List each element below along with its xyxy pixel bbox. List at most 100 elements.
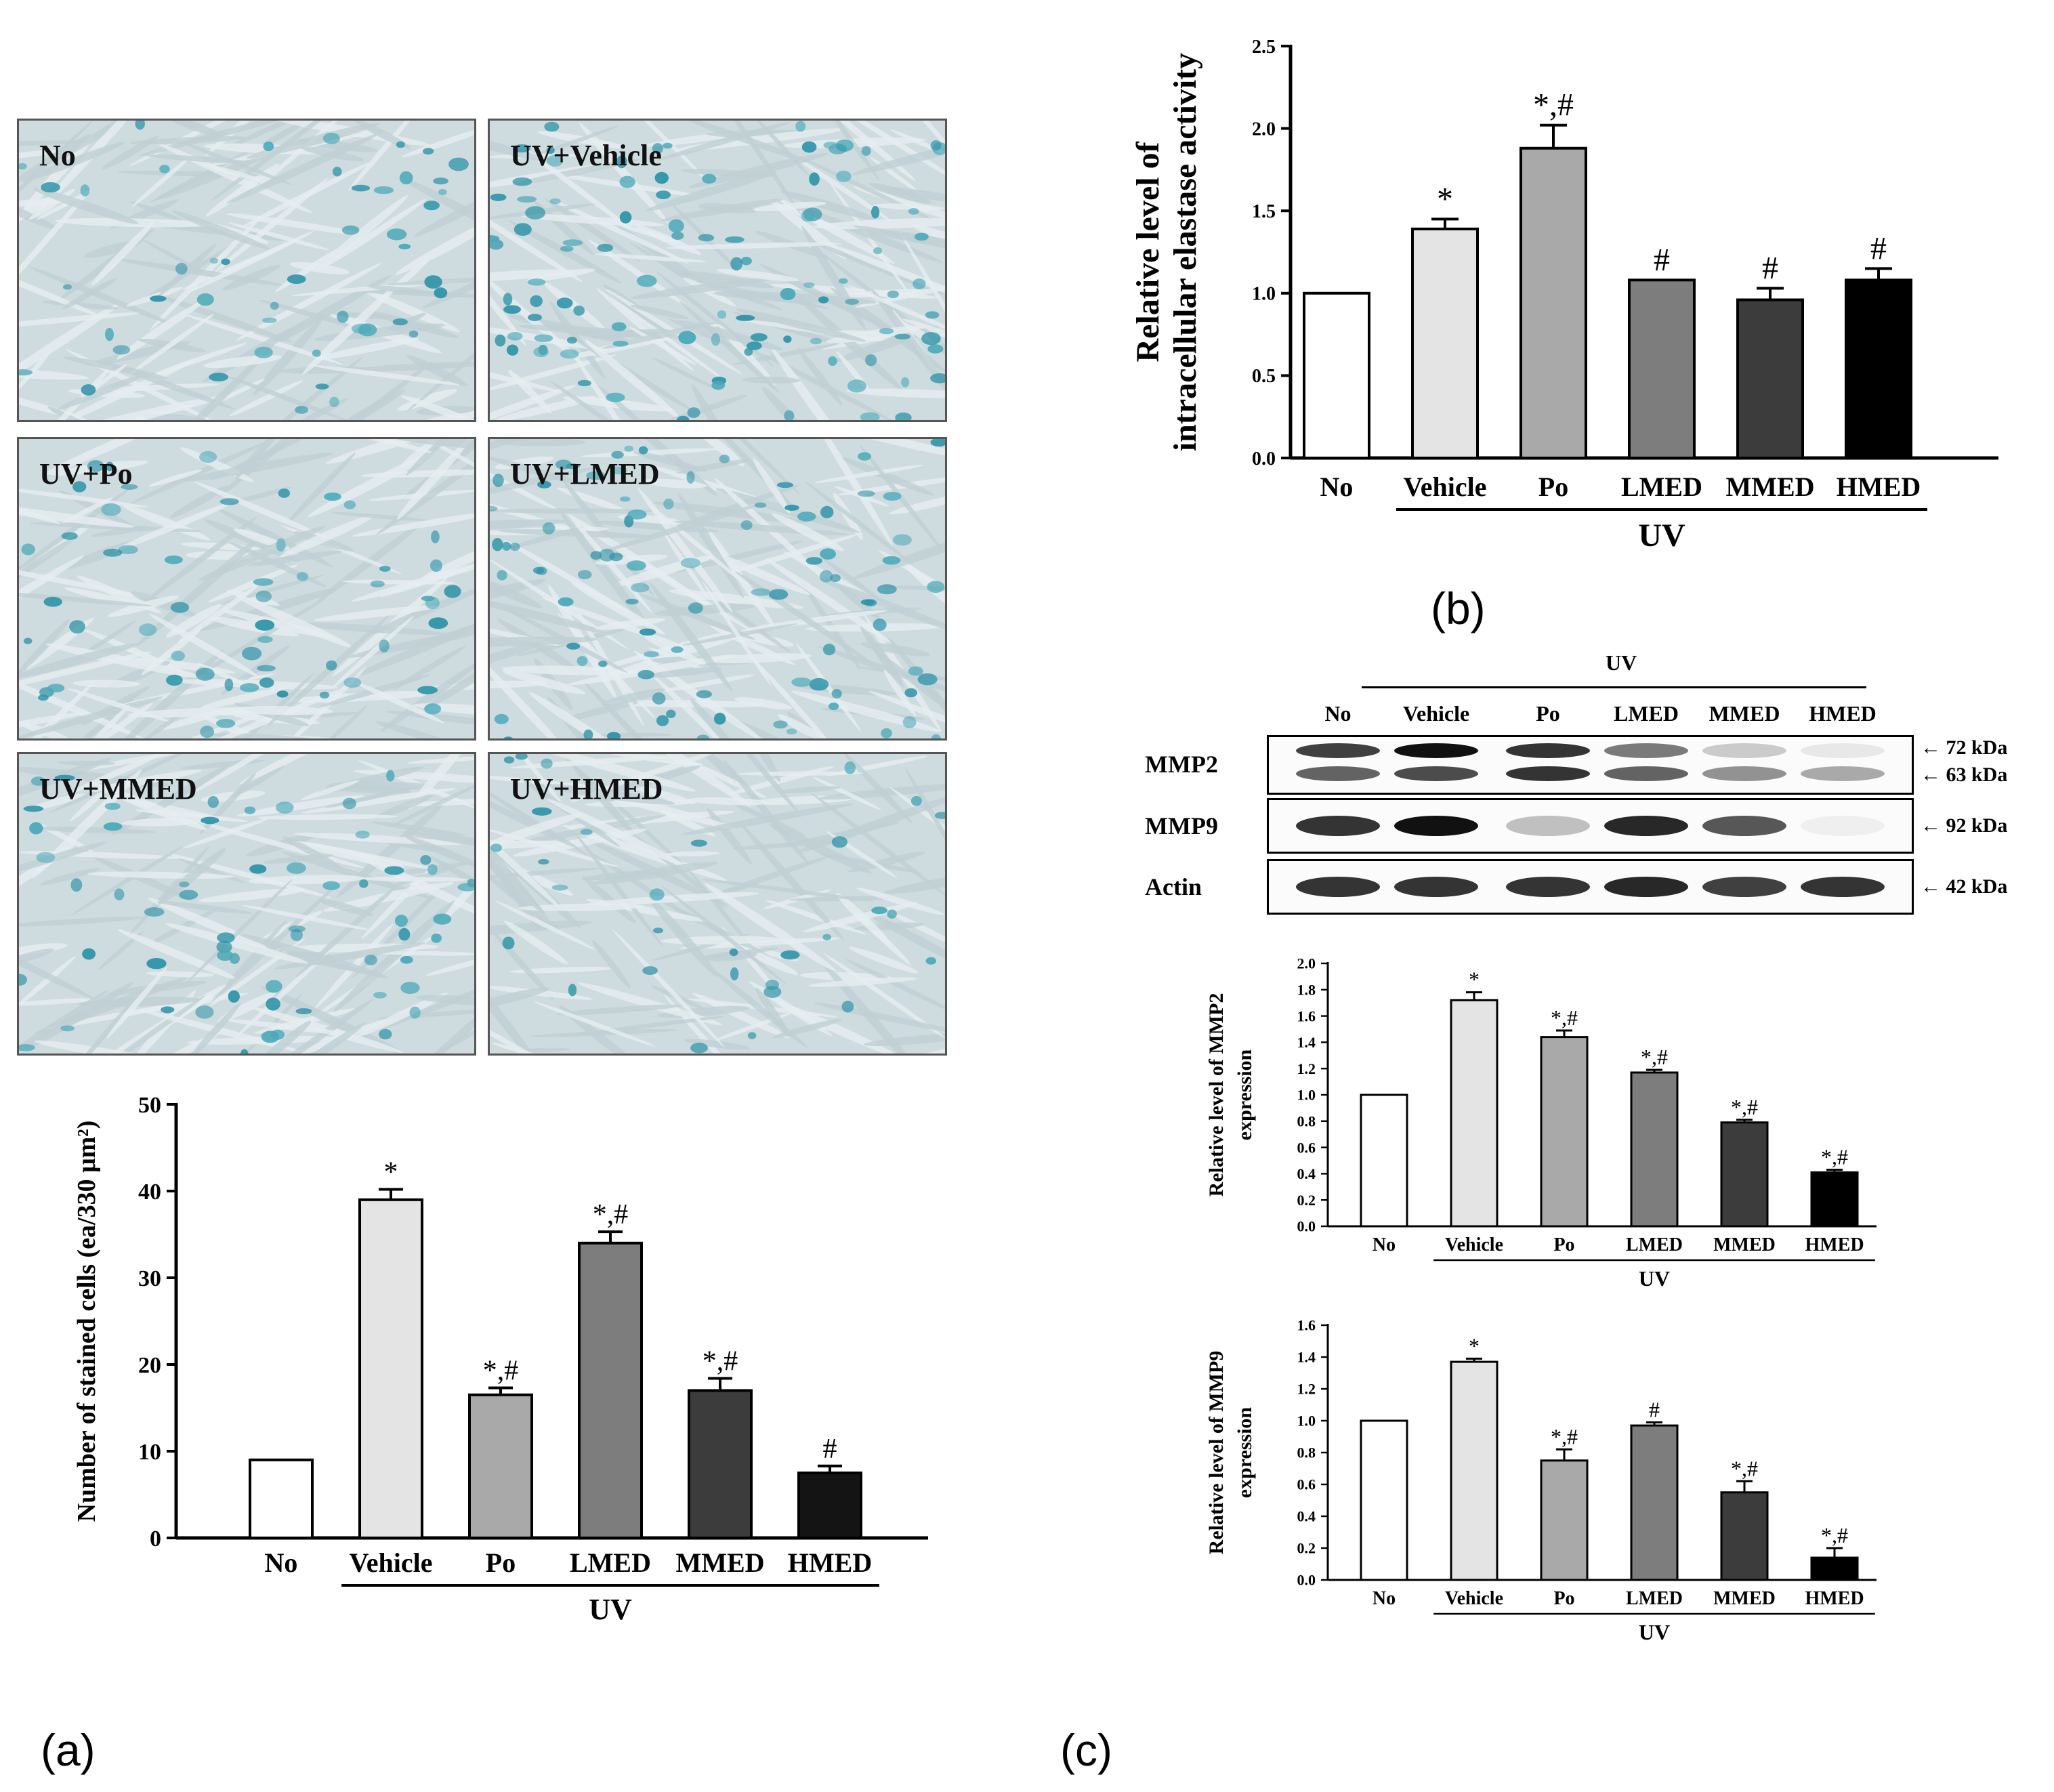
y-tick-label: 2.0	[1297, 955, 1316, 972]
panel-label-c: (c)	[1060, 1725, 1112, 1775]
blot-lane-label: No	[1324, 701, 1351, 726]
category-label: Vehicle	[350, 1547, 433, 1578]
bar	[1720, 1121, 1769, 1228]
blot-band	[1604, 816, 1688, 836]
blot-lane-label: MMED	[1709, 701, 1780, 726]
bar	[1630, 1424, 1679, 1581]
blot-band	[1394, 766, 1478, 781]
y-tick-label: 1.0	[1252, 284, 1276, 305]
bar	[1450, 1360, 1498, 1581]
chart-elastase-activity: 0.0 0.5 1.0 1.5 2.0 2.5 Relative level of intra…	[1130, 37, 1998, 554]
blot-row-label: Actin	[1145, 873, 1202, 900]
significance-label: *,#	[1731, 1456, 1758, 1480]
y-tick-label: 1.2	[1297, 1060, 1316, 1077]
category-label: Po	[1538, 472, 1568, 502]
significance-label: *,#	[1821, 1523, 1848, 1547]
category-label: Po	[1553, 1234, 1574, 1255]
y-tick-label: 30	[138, 1266, 161, 1291]
micrograph-label: UV+HMED	[510, 772, 663, 806]
category-label: LMED	[570, 1547, 651, 1578]
molecular-weight-marker: ← 42 kDa	[1921, 875, 2008, 898]
bar	[1845, 278, 1912, 459]
y-tick-label: 0	[150, 1526, 161, 1551]
bar	[1540, 1036, 1589, 1228]
blot-row	[1267, 735, 1914, 795]
micrograph-label: UV+Po	[39, 457, 133, 491]
category-label: HMED	[1805, 1234, 1864, 1255]
blot-row-label: MMP2	[1145, 751, 1218, 778]
micrograph-image	[490, 754, 945, 1054]
y-tick-label: 2.5	[1252, 37, 1276, 58]
molecular-weight-marker: ← 72 kDa	[1921, 736, 2008, 759]
bar	[1540, 1459, 1589, 1581]
category-label: MMED	[1713, 1234, 1776, 1255]
blot-band	[1506, 877, 1590, 897]
significance-label: *	[1437, 181, 1453, 217]
category-label: Po	[486, 1547, 516, 1578]
molecular-weight-marker: ← 92 kDa	[1921, 814, 2008, 837]
group-label: UV	[1639, 1266, 1670, 1291]
y-tick-label: 2.0	[1252, 119, 1276, 140]
panel-label-b: (b)	[1431, 583, 1486, 633]
bar	[249, 1458, 314, 1539]
category-label: LMED	[1621, 472, 1702, 502]
significance-label: *,#	[1821, 1145, 1848, 1169]
blot-group-label: UV	[1606, 650, 1637, 675]
significance-label: *,#	[703, 1346, 738, 1377]
y-tick-label: 0.8	[1297, 1444, 1316, 1461]
bar	[1628, 278, 1696, 459]
bar	[1720, 1491, 1769, 1581]
micrograph-label: UV+MMED	[39, 772, 197, 806]
category-label: Po	[1553, 1588, 1574, 1609]
category-label: HMED	[1837, 472, 1921, 502]
bar	[1360, 1093, 1408, 1228]
significance-label: #	[1870, 230, 1887, 266]
category-label: Vehicle	[1404, 472, 1487, 502]
significance-label: *	[1469, 1333, 1480, 1358]
micrograph-panel: No	[17, 119, 476, 422]
bar	[1810, 1171, 1859, 1228]
blot-band	[1394, 816, 1478, 836]
group-label: UV	[1638, 518, 1685, 554]
y-tick-label: 50	[138, 1093, 161, 1118]
blot-band	[1702, 877, 1786, 897]
bar	[1450, 999, 1498, 1228]
significance-label: *,#	[1641, 1045, 1668, 1069]
y-tick-label: 0.0	[1252, 449, 1276, 470]
micrograph-panel: UV+LMED	[488, 437, 947, 741]
bar	[1519, 146, 1587, 459]
micrograph-label: No	[39, 139, 76, 172]
blot-band	[1801, 877, 1885, 897]
blot-lane-label: LMED	[1614, 701, 1679, 726]
significance-label: *,#	[1731, 1095, 1758, 1119]
y-axis-label: Relative level of MMP9	[1205, 1351, 1228, 1555]
y-tick-label: 1.6	[1297, 1317, 1316, 1334]
category-label: MMED	[675, 1547, 764, 1578]
y-tick-label: 0.4	[1297, 1165, 1316, 1182]
chart-mmp9-expression: 0.0 0.2 0.4 0.6 0.8 1.0 1.2 1.4 1.6 Relative leve…	[1205, 1317, 1877, 1644]
bar	[797, 1472, 862, 1539]
blot-band	[1506, 766, 1590, 781]
y-tick-label: 1.4	[1297, 1349, 1316, 1366]
y-axis-label: Relative level of	[1130, 141, 1166, 362]
category-label: No	[1372, 1234, 1396, 1255]
bar	[1630, 1071, 1679, 1228]
group-label: UV	[1639, 1620, 1670, 1644]
micrograph-image	[19, 439, 474, 738]
y-axis-label: intracellular elastase activity	[1167, 53, 1203, 451]
blot-lane-label: Po	[1536, 701, 1560, 726]
significance-label: #	[1649, 1397, 1660, 1421]
category-label: MMED	[1725, 472, 1814, 502]
blot-row-label: MMP9	[1145, 812, 1218, 839]
micrograph-panel: UV+HMED	[488, 752, 947, 1056]
y-tick-label: 1.2	[1297, 1381, 1316, 1398]
y-tick-label: 0.0	[1297, 1572, 1316, 1589]
y-tick-label: 1.6	[1297, 1007, 1316, 1024]
category-label: MMED	[1713, 1588, 1776, 1609]
y-axis-label: Relative level of MMP2	[1205, 993, 1228, 1197]
y-tick-label: 0.6	[1297, 1139, 1316, 1156]
significance-label: *,#	[1551, 1005, 1578, 1030]
y-tick-label: 0.2	[1297, 1540, 1316, 1557]
category-label: Vehicle	[1445, 1234, 1503, 1255]
blot-band	[1394, 743, 1478, 758]
